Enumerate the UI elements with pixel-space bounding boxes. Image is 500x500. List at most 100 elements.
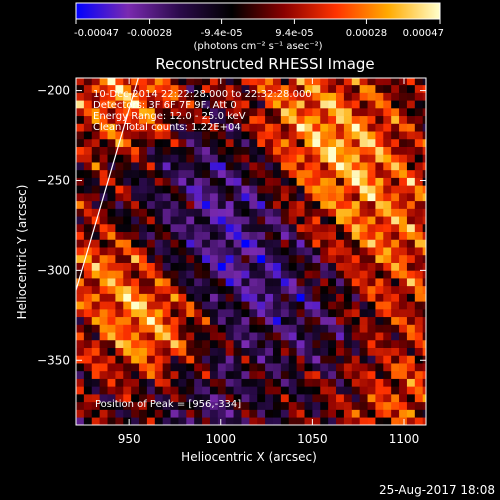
heatmap-cell — [107, 254, 116, 263]
heatmap-cell — [280, 247, 290, 256]
heatmap-cell — [312, 378, 321, 387]
heatmap-cell — [312, 78, 321, 86]
heatmap-cell — [249, 270, 258, 279]
heatmap-cell — [115, 177, 124, 186]
heatmap-cell — [367, 378, 376, 387]
heatmap-cell — [194, 254, 203, 263]
heatmap-cell — [304, 185, 313, 194]
heatmap-cell — [107, 386, 116, 395]
heatmap-cell — [280, 394, 290, 403]
heatmap-cell — [115, 409, 124, 418]
heatmap-cell — [241, 162, 250, 171]
heatmap-cell — [422, 409, 427, 418]
heatmap-cell — [406, 293, 416, 302]
heatmap-cell — [170, 200, 179, 209]
heatmap-cell — [249, 146, 258, 155]
heatmap-cell — [422, 177, 427, 186]
heatmap-cell — [225, 146, 234, 155]
heatmap-cell — [406, 254, 416, 263]
heatmap-cell — [131, 146, 140, 155]
heatmap-cell — [320, 270, 329, 279]
heatmap-cell — [399, 370, 408, 379]
heatmap-cell — [241, 378, 250, 387]
heatmap-cell — [336, 254, 345, 263]
heatmap-cell — [202, 108, 211, 117]
heatmap-cell — [312, 293, 321, 302]
heatmap-cell — [209, 239, 219, 248]
heatmap-cell — [312, 386, 321, 395]
heatmap-cell — [178, 239, 187, 248]
heatmap-cell — [146, 154, 156, 163]
heatmap-cell — [99, 363, 108, 372]
heatmap-cell — [225, 316, 234, 325]
heatmap-cell — [391, 146, 400, 155]
heatmap-cell — [399, 386, 408, 395]
heatmap-cell — [162, 401, 171, 410]
heatmap-cell — [225, 370, 234, 379]
heatmap-cell — [383, 84, 392, 93]
heatmap-cell — [162, 146, 171, 155]
heatmap-cell — [399, 324, 408, 333]
heatmap-cell — [312, 363, 321, 372]
heatmap-cell — [154, 270, 163, 279]
heatmap-cell — [83, 223, 93, 233]
heatmap-cell — [170, 301, 179, 310]
heatmap-cell — [115, 154, 124, 163]
heatmap-cell — [257, 208, 266, 217]
heatmap-cell — [336, 92, 345, 101]
heatmap-cell — [391, 177, 400, 186]
heatmap-cell — [178, 92, 187, 101]
heatmap-cell — [280, 108, 290, 117]
heatmap-cell — [146, 285, 156, 294]
heatmap-cell — [209, 216, 219, 225]
heatmap-cell — [154, 92, 163, 101]
heatmap-cell — [123, 200, 132, 209]
heatmap-cell — [154, 78, 163, 86]
heatmap-cell — [296, 270, 305, 279]
heatmap-cell — [76, 409, 85, 418]
heatmap-cell — [328, 278, 337, 287]
heatmap-cell — [194, 386, 203, 395]
heatmap-cell — [186, 401, 195, 410]
heatmap-cell — [131, 193, 140, 202]
heatmap-cell — [383, 223, 392, 233]
heatmap-cell — [170, 355, 179, 364]
heatmap-cell — [99, 162, 108, 171]
heatmap-cell — [107, 394, 116, 403]
heatmap-cell — [225, 285, 234, 294]
heatmap-cell — [359, 108, 368, 117]
heatmap-cell — [296, 262, 305, 271]
heatmap-cell — [115, 92, 124, 101]
heatmap-cell — [186, 254, 195, 263]
heatmap-cell — [343, 301, 353, 310]
heatmap-cell — [209, 154, 219, 163]
heatmap-cell — [383, 169, 392, 178]
heatmap-cell — [202, 193, 211, 202]
heatmap-cell — [343, 378, 353, 387]
heatmap-cell — [288, 169, 297, 178]
heatmap-cell — [304, 115, 313, 124]
heatmap-cell — [288, 254, 297, 263]
heatmap-cell — [375, 146, 384, 155]
heatmap-cell — [123, 138, 132, 147]
heatmap-cell — [178, 324, 187, 333]
heatmap-cell — [336, 223, 345, 233]
heatmap-cell — [343, 324, 353, 333]
heatmap-cell — [288, 92, 297, 101]
heatmap-cell — [265, 193, 274, 202]
heatmap-cell — [91, 324, 100, 333]
heatmap-cell — [422, 386, 427, 395]
x-tick-label: 950 — [118, 432, 141, 446]
heatmap-cell — [296, 115, 305, 124]
heatmap-cell — [241, 386, 250, 395]
heatmap-cell — [272, 92, 282, 101]
heatmap-cell — [107, 378, 116, 387]
heatmap-cell — [107, 100, 116, 109]
heatmap-cell — [186, 332, 195, 341]
heatmap-cell — [343, 200, 353, 209]
heatmap-cell — [241, 208, 250, 217]
heatmap-cell — [265, 332, 274, 341]
heatmap-cell — [304, 223, 313, 233]
heatmap-cell — [375, 270, 384, 279]
heatmap-cell — [414, 131, 423, 140]
